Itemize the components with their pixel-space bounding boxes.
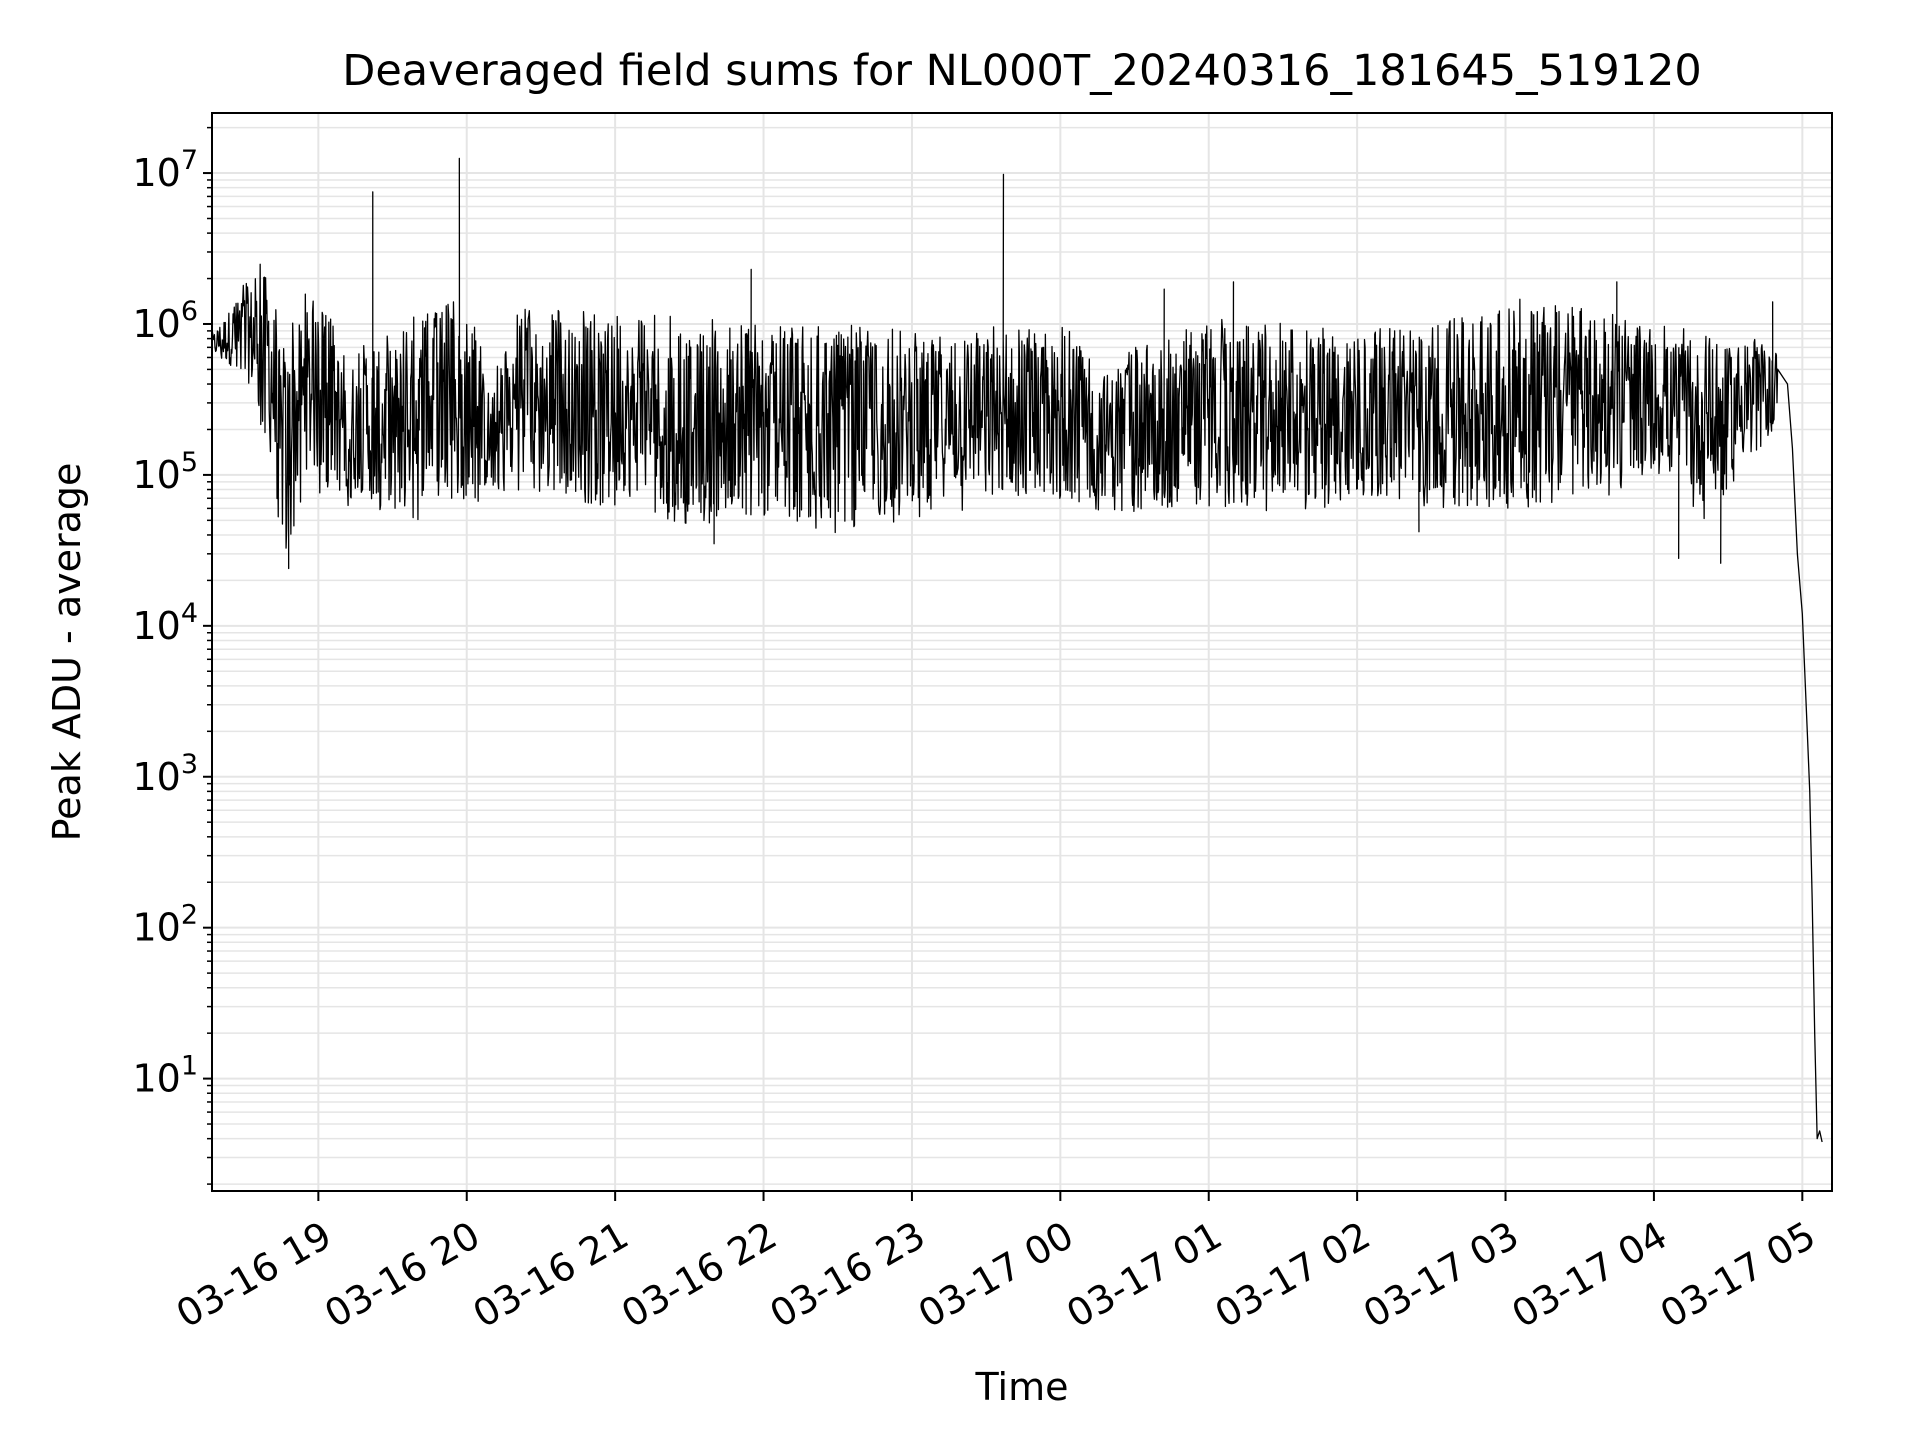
major-grid [212, 113, 1832, 1191]
y-axis: 101 102 103 104 105 106 107 [132, 126, 212, 1185]
series-trace [211, 157, 1823, 1143]
y-tick-label: 103 [132, 749, 198, 799]
plot-frame [211, 112, 1833, 1192]
minor-grid [212, 126, 1832, 1185]
chart-title: Deaveraged field sums for NL000T_2024031… [342, 46, 1702, 96]
y-tick-label: 102 [132, 900, 198, 950]
y-tick-label: 104 [132, 598, 198, 648]
y-axis-label: Peak ADU - average [45, 463, 89, 842]
y-tick-label: 107 [132, 145, 198, 195]
y-tick-label: 105 [132, 447, 198, 497]
series-line [211, 157, 1823, 1143]
y-tick-label: 106 [132, 296, 198, 346]
y-tick-label: 101 [132, 1051, 198, 1101]
x-axis-label: Time [975, 1365, 1069, 1409]
